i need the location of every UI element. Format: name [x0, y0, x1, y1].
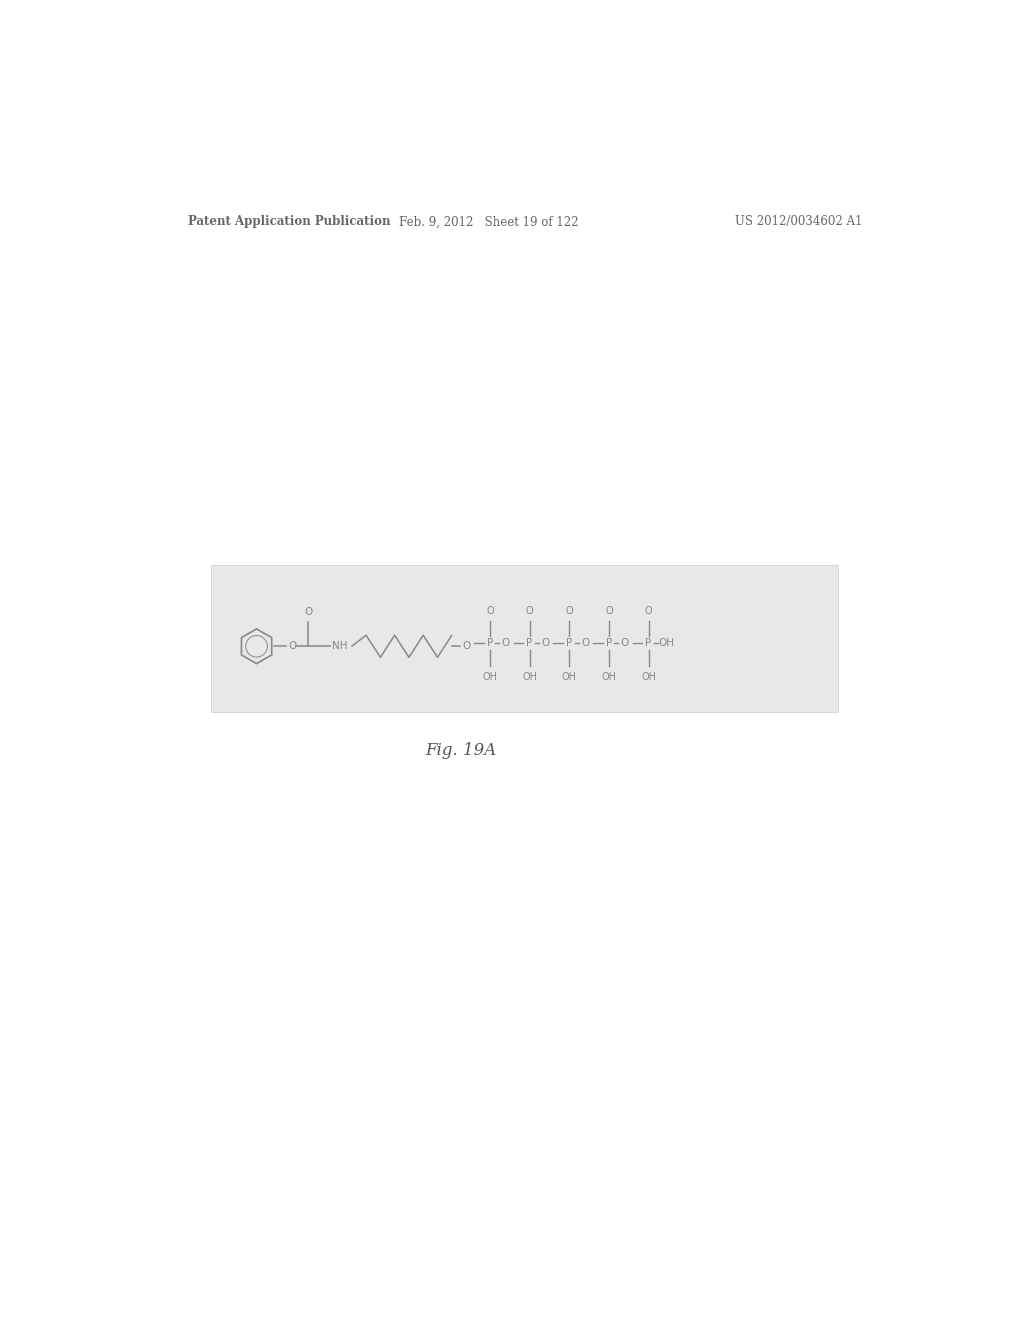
Text: OH: OH — [658, 639, 674, 648]
Text: O: O — [502, 639, 510, 648]
FancyBboxPatch shape — [211, 565, 839, 713]
Text: O: O — [304, 607, 312, 616]
Text: O: O — [542, 639, 550, 648]
Text: O: O — [581, 639, 589, 648]
Text: OH: OH — [562, 672, 577, 681]
Text: P: P — [566, 639, 572, 648]
Text: O: O — [565, 606, 573, 615]
Text: O: O — [462, 642, 470, 651]
Text: Feb. 9, 2012   Sheet 19 of 122: Feb. 9, 2012 Sheet 19 of 122 — [399, 215, 579, 228]
Text: O: O — [486, 606, 494, 615]
Text: P: P — [606, 639, 612, 648]
Text: O: O — [288, 642, 296, 651]
Text: O: O — [645, 606, 652, 615]
Text: OH: OH — [482, 672, 498, 681]
Text: P: P — [486, 639, 493, 648]
Text: P: P — [526, 639, 532, 648]
Text: OH: OH — [522, 672, 537, 681]
Text: O: O — [621, 639, 629, 648]
Text: US 2012/0034602 A1: US 2012/0034602 A1 — [734, 215, 862, 228]
Text: O: O — [525, 606, 534, 615]
Text: Fig. 19A: Fig. 19A — [426, 742, 497, 759]
Text: P: P — [645, 639, 651, 648]
Text: OH: OH — [601, 672, 616, 681]
Text: OH: OH — [641, 672, 656, 681]
Text: Patent Application Publication: Patent Application Publication — [187, 215, 390, 228]
Text: O: O — [605, 606, 612, 615]
Text: NH: NH — [332, 642, 347, 651]
